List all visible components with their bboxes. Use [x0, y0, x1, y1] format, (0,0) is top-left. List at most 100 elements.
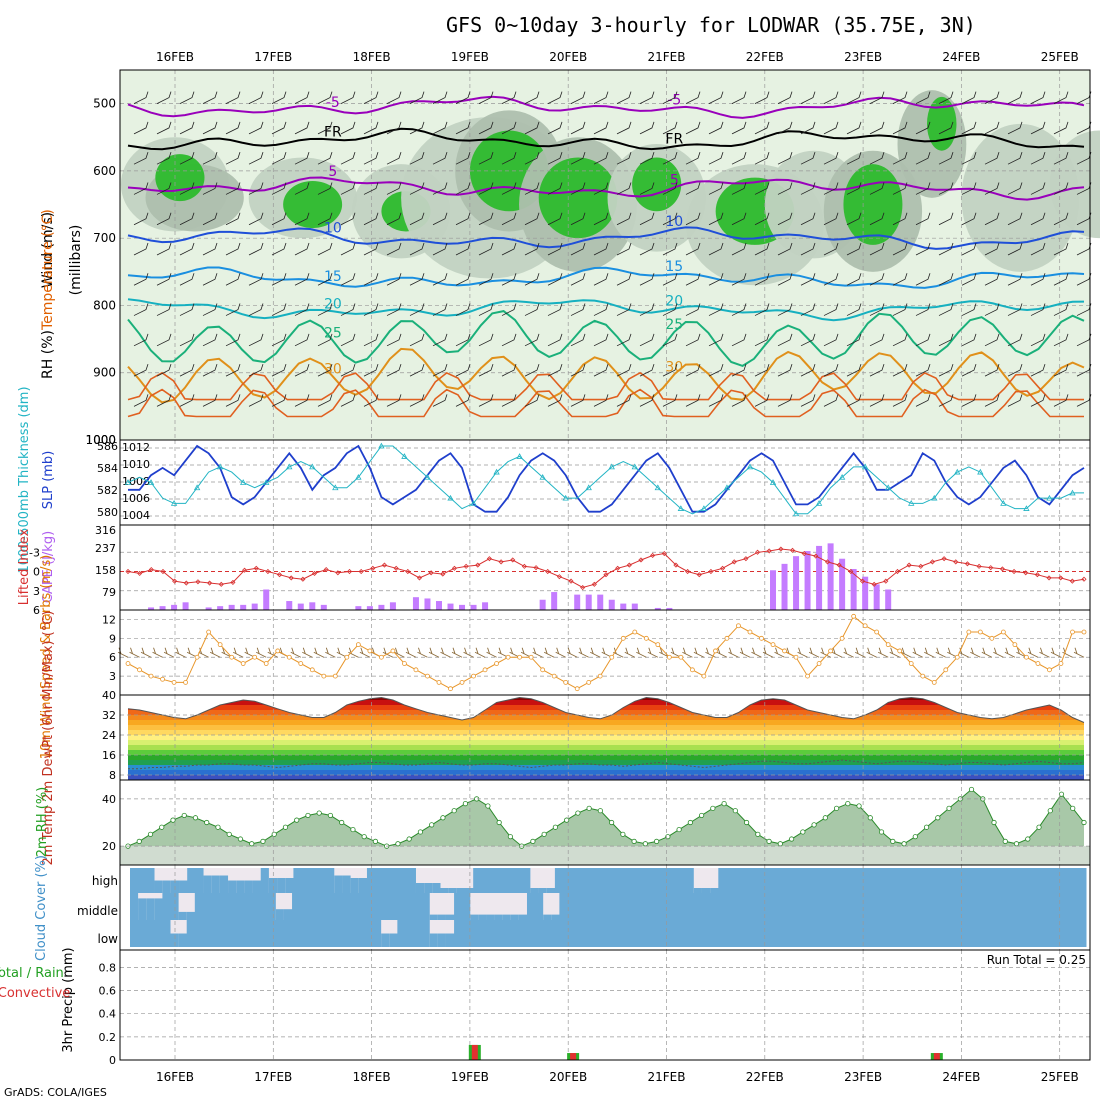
- wind-barb: [708, 121, 724, 135]
- lifted-index-point: [953, 559, 959, 565]
- cloud-cell: [915, 893, 925, 920]
- wind10-barb: [440, 647, 451, 658]
- cloud-cell: [964, 893, 974, 920]
- wind-barb: [685, 91, 701, 104]
- wind-barb: [340, 212, 356, 226]
- cloud-partial: [228, 880, 237, 893]
- cloud-cell: [571, 868, 580, 893]
- cloud-cell: [840, 868, 850, 893]
- rh-point: [687, 819, 693, 826]
- wind-barb: [892, 242, 908, 256]
- wind10-panel: 12 9 6 3: [102, 609, 1091, 696]
- wind-barb: [1007, 333, 1023, 347]
- cloud-partial: [538, 888, 548, 893]
- cloud-partial: [478, 914, 487, 920]
- date-label-bottom: 21FEB: [648, 1070, 686, 1084]
- cloud-cell: [259, 920, 269, 947]
- wind-barb: [179, 212, 195, 226]
- wind-barb: [593, 121, 609, 135]
- wind-barb: [961, 273, 977, 286]
- cloud-cell: [718, 868, 727, 893]
- rh-point: [890, 838, 896, 844]
- cloud-cell: [317, 868, 327, 893]
- cloud-cell: [810, 920, 820, 947]
- wind-barb: [685, 121, 701, 135]
- rh-point: [575, 810, 581, 816]
- wind-barb: [892, 91, 908, 104]
- lifted-index-point: [766, 548, 772, 554]
- wind-barb: [156, 363, 172, 377]
- lifted-index-point: [591, 581, 597, 587]
- wind10-barb: [417, 647, 428, 658]
- thickness-point: [516, 453, 523, 459]
- wind-barb: [800, 212, 816, 226]
- isotherm-line: [127, 298, 1085, 322]
- slp-tick: 1012: [122, 441, 150, 454]
- wind-barb: [616, 212, 632, 226]
- wind-barb: [593, 242, 609, 256]
- cloud-cell: [583, 920, 593, 947]
- wind10-point: [689, 667, 695, 673]
- wind-barb: [662, 121, 678, 135]
- wind-barb: [662, 303, 678, 316]
- wind10-point: [954, 654, 960, 660]
- wind10-point: [171, 680, 177, 685]
- precip-tick: 0.8: [99, 961, 117, 974]
- cloud-cell: [767, 868, 777, 893]
- cloud-cell: [701, 868, 711, 893]
- wind-barb: [363, 363, 379, 377]
- wind-barb: [501, 212, 517, 226]
- wind10-point: [989, 635, 995, 641]
- wind10-point: [574, 686, 580, 692]
- wind-barb: [179, 333, 195, 347]
- wind-barb: [616, 303, 632, 316]
- lifted-index-point: [906, 562, 912, 568]
- cloud-cell: [494, 920, 504, 947]
- thickness-point: [654, 484, 662, 491]
- wind10-point: [551, 673, 557, 679]
- cloud-cell: [219, 920, 228, 947]
- wind-barb: [754, 121, 770, 135]
- date-label-top: 25FEB: [1041, 50, 1079, 64]
- wind-barb: [708, 363, 724, 377]
- wind-barb: [363, 242, 379, 256]
- cloud-cell: [834, 920, 844, 947]
- wind-barb: [754, 242, 770, 256]
- wind-barb: [294, 152, 310, 165]
- cloud-cell: [1028, 868, 1038, 893]
- cloud-cell: [1069, 920, 1079, 947]
- wind10-barb: [843, 647, 854, 658]
- rh-point: [946, 805, 952, 811]
- cloud-cell: [881, 868, 891, 893]
- wind-barb: [156, 121, 172, 135]
- li-tick: 3: [33, 585, 40, 598]
- wind-barb: [501, 91, 517, 104]
- wind-barb: [133, 152, 149, 165]
- cloud-cell: [146, 920, 155, 947]
- wind-tick: 3: [109, 670, 116, 683]
- cloud-cell: [567, 920, 577, 947]
- wind-barb: [317, 394, 333, 407]
- cloud-cell: [186, 893, 196, 920]
- wind-tick: 6: [109, 651, 116, 664]
- cloud-cell: [292, 920, 301, 947]
- wind-barb: [639, 273, 655, 286]
- wind10-barb: [129, 647, 140, 658]
- wind-barb: [294, 121, 310, 135]
- lifted-index-point: [743, 556, 749, 562]
- lifted-index-point: [661, 550, 667, 557]
- lifted-index-point: [288, 575, 294, 581]
- rh-point: [204, 819, 210, 826]
- lifted-index-point: [871, 581, 877, 587]
- cloud-cell: [375, 868, 384, 893]
- cloud-partial: [437, 914, 447, 920]
- wind10-point: [736, 623, 741, 629]
- cloud-partial: [470, 914, 479, 920]
- lifted-index-point: [801, 550, 807, 557]
- wind10-point: [805, 673, 810, 679]
- wind-barb: [915, 212, 931, 226]
- rh-point: [1025, 836, 1031, 842]
- wind-barb: [915, 303, 931, 316]
- wind-barb: [846, 182, 862, 195]
- lifted-index-point: [720, 565, 726, 571]
